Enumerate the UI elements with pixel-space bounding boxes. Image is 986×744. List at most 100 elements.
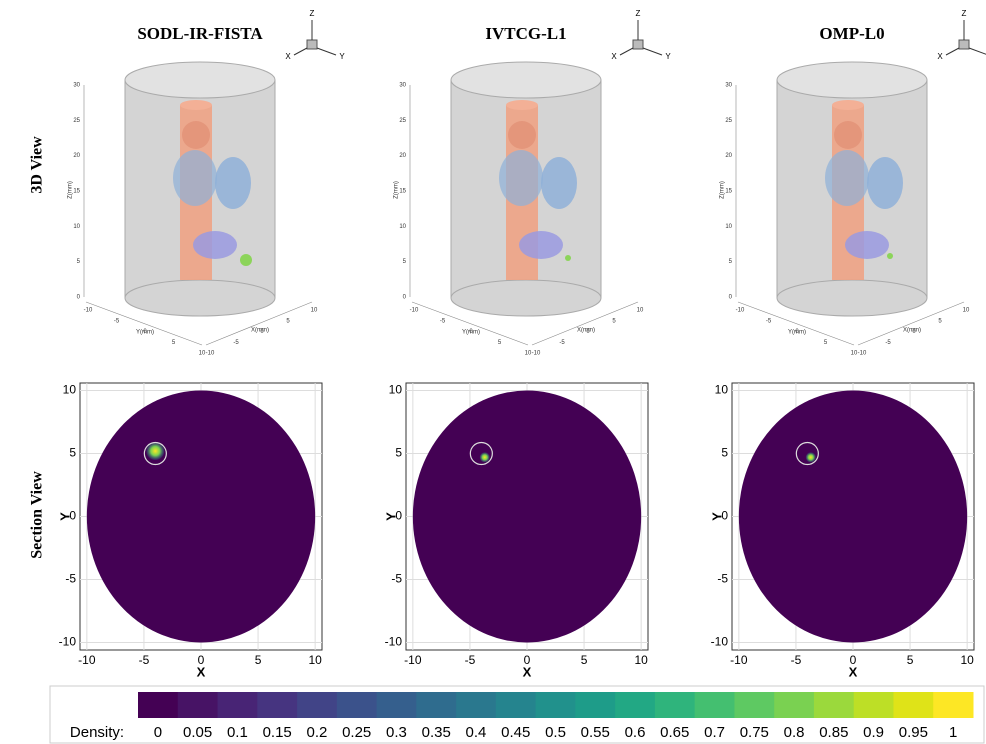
ellipsoid [173, 150, 217, 206]
y-tick-label: -10 [711, 635, 729, 649]
colorbar-swatch [695, 692, 735, 718]
colorbar-swatch [218, 692, 258, 718]
z-tick-label: 25 [725, 118, 732, 124]
triad-axis [317, 48, 336, 55]
colorbar-tick-label: 1 [949, 724, 957, 741]
colorbar-swatch [297, 692, 337, 718]
colorbar-tick-label: 0.3 [386, 724, 407, 741]
colorbar-swatch [893, 692, 933, 718]
y-tick-label: -10 [736, 308, 745, 314]
z-tick-label: 30 [399, 83, 406, 89]
ellipsoid [193, 231, 237, 259]
y-tick-label: 10 [715, 383, 729, 397]
panel-title: SODL-IR-FISTA [137, 24, 263, 43]
colorbar-tick-label: 0.95 [899, 724, 928, 741]
colorbar-swatch [257, 692, 297, 718]
colorbar-swatch [933, 692, 973, 718]
z-axis-label: Z(mm) [68, 181, 74, 199]
x-axis-label: X [849, 664, 858, 679]
z-tick-label: 15 [399, 189, 406, 195]
panel-title: OMP-L0 [819, 24, 884, 43]
z-tick-label: 30 [73, 83, 80, 89]
y-axis-label: Y(mm) [788, 330, 806, 336]
triad-label: X [285, 52, 291, 61]
z-tick-label: 10 [725, 224, 732, 230]
outer-cylinder-top [777, 62, 927, 98]
y-tick-label: 5 [69, 446, 76, 460]
x-tick-label: 5 [255, 653, 262, 667]
colorbar-tick-label: 0.75 [740, 724, 769, 741]
z-tick-label: 30 [725, 83, 732, 89]
colorbar-swatch [655, 692, 695, 718]
triad-label: Z [962, 9, 967, 18]
ellipsoid [825, 150, 869, 206]
y-tick-label: -10 [385, 635, 403, 649]
reconstructed-source [887, 253, 893, 259]
x-tick-label: 10 [308, 653, 322, 667]
colorbar-tick-label: 0.6 [625, 724, 646, 741]
x-tick-label: -10 [206, 351, 215, 357]
y-tick-label: 5 [172, 340, 176, 346]
colorbar-tick-label: 0.25 [342, 724, 371, 741]
x-tick-label: -5 [465, 653, 476, 667]
z-tick-label: 25 [399, 118, 406, 124]
z-tick-label: 0 [403, 295, 407, 301]
x-tick-label: -5 [233, 340, 239, 346]
colorbar-swatch [536, 692, 576, 718]
z-tick-label: 15 [725, 189, 732, 195]
y-axis-label: Y [57, 512, 72, 521]
figure: 3D View Section View Density: SODL-IR-FI… [0, 0, 986, 744]
colorbar-tick-label: 0.1 [227, 724, 248, 741]
triad-label: Y [339, 52, 345, 61]
x-tick-label: -10 [730, 653, 748, 667]
x-tick-label: -10 [532, 351, 541, 357]
z-tick-label: 0 [77, 295, 81, 301]
colorbar-tick-label: 0.7 [704, 724, 725, 741]
x-tick-label: 10 [637, 308, 644, 314]
y-axis-label: Y(mm) [462, 330, 480, 336]
triad-axis [294, 48, 307, 55]
colorbar-tick-label: 0.8 [784, 724, 805, 741]
panel-title: IVTCG-L1 [485, 24, 566, 43]
y-tick-label: 10 [389, 383, 403, 397]
z-axis-label: Z(mm) [394, 181, 400, 199]
x-tick-label: -10 [858, 351, 867, 357]
ellipsoid [519, 231, 563, 259]
y-tick-label: 5 [721, 446, 728, 460]
x-tick-label: -5 [791, 653, 802, 667]
colorbar-tick-label: 0.45 [501, 724, 530, 741]
triad-cube [307, 40, 317, 49]
sphere [508, 121, 536, 149]
colorbar-swatch [615, 692, 655, 718]
y-axis-label: Y [709, 512, 724, 521]
triad-axis [620, 48, 633, 55]
rod-cap [832, 100, 864, 110]
ellipsoid [867, 157, 903, 209]
ellipsoid [845, 231, 889, 259]
x-axis-label: X(mm) [903, 328, 921, 334]
source-spot [806, 452, 816, 462]
x-tick-label: -5 [885, 340, 891, 346]
outer-cylinder-bottom [125, 280, 275, 316]
reconstructed-source [565, 255, 571, 261]
triad-label: Y [665, 52, 671, 61]
y-tick-label: 5 [498, 340, 502, 346]
z-axis-label: Z(mm) [720, 181, 726, 199]
x-tick-label: 5 [286, 318, 290, 324]
colorbar-swatch [814, 692, 854, 718]
colorbar-swatch [456, 692, 496, 718]
triad-axis [969, 48, 986, 55]
y-tick-label: -5 [114, 318, 120, 324]
x-tick-label: 5 [581, 653, 588, 667]
colorbar-tick-label: 0.15 [263, 724, 292, 741]
colorbar-swatch [416, 692, 456, 718]
colorbar-swatch [496, 692, 536, 718]
z-tick-label: 5 [77, 259, 81, 265]
colorbar-swatch [178, 692, 218, 718]
colorbar-swatch [854, 692, 894, 718]
x-axis-label: X(mm) [251, 328, 269, 334]
triad-label: X [937, 52, 943, 61]
colorbar-label: Density: [70, 724, 124, 741]
colorbar-tick-label: 0 [154, 724, 162, 741]
colorbar-tick-label: 0.05 [183, 724, 212, 741]
